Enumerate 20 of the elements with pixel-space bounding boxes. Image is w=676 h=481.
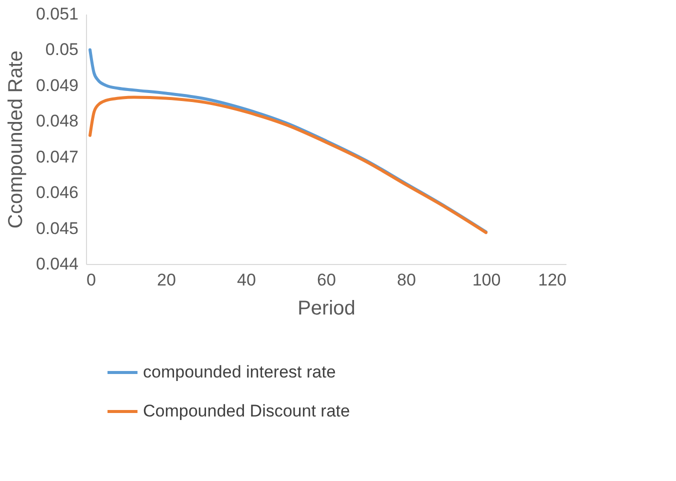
x-tick-label: 60 [317, 270, 336, 290]
x-tick-label: 40 [237, 270, 256, 290]
y-tick-label: 0.05 [45, 40, 78, 60]
x-tick-label: 0 [86, 270, 96, 290]
legend-label: compounded interest rate [143, 362, 336, 382]
y-axis-title: Ccompounded Rate [4, 50, 27, 228]
x-tick-label: 20 [157, 270, 176, 290]
y-tick-label: 0.051 [36, 4, 78, 24]
y-tick-label: 0.045 [36, 218, 78, 238]
y-tick-label: 0.044 [36, 254, 78, 274]
y-tick-label: 0.048 [36, 112, 78, 131]
x-tick-label: 120 [538, 270, 566, 290]
legend-label: Compounded Discount rate [143, 402, 350, 420]
x-axis-title: Period [298, 298, 356, 320]
y-tick-label: 0.046 [36, 183, 78, 202]
y-tick-label: 0.049 [36, 76, 78, 95]
x-tick-label: 100 [472, 270, 501, 290]
y-tick-label: 0.047 [36, 147, 78, 166]
line-series [88, 96, 488, 234]
x-tick-label: 80 [397, 270, 416, 290]
